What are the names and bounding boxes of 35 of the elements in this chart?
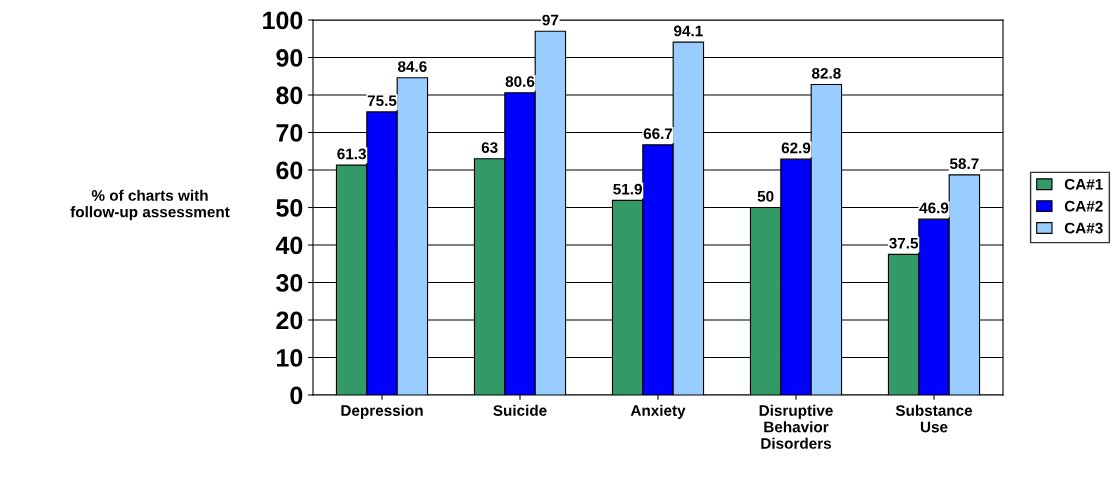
y-tick-label: 90 [276, 49, 303, 67]
y-tick-label: 40 [275, 236, 303, 255]
data-label: 75.5 [367, 95, 397, 107]
legend-label: CA#1 [1064, 178, 1103, 190]
x-tick-label: Substance Use [895, 404, 973, 433]
data-label: 51.9 [613, 183, 642, 195]
y-tick-label: 0 [290, 386, 303, 405]
data-label: 63 [481, 142, 498, 153]
data-label: 61.3 [337, 148, 366, 160]
y-axis-title: % of charts with follow-up assessment [70, 189, 230, 221]
y-tick-label: 20 [276, 311, 303, 330]
data-label: 80.6 [505, 76, 535, 87]
x-tick-label: Anxiety [630, 404, 686, 419]
y-tick-label: 70 [276, 124, 303, 142]
x-tick-label: Suicide [493, 404, 547, 416]
x-tick-label: Depression [341, 404, 423, 419]
y-tick-label: 50 [276, 199, 303, 217]
data-label: 66.7 [643, 128, 673, 140]
data-label: 58.7 [949, 158, 979, 170]
y-tick-label: 60 [276, 161, 303, 180]
data-label: 82.8 [811, 67, 841, 79]
data-label: 97 [542, 14, 559, 26]
data-label: 94.1 [674, 25, 703, 37]
x-tick-label: Disruptive Behavior Disorders [759, 404, 833, 449]
y-tick-label: 80 [276, 86, 303, 105]
data-label: 46.9 [919, 202, 949, 214]
y-tick-label: 10 [277, 349, 303, 367]
legend-label: CA#3 [1064, 222, 1103, 234]
legend-label: CA#2 [1064, 200, 1103, 212]
data-label: 84.6 [397, 61, 427, 72]
data-label: 50 [757, 190, 774, 202]
data-label: 37.5 [889, 237, 919, 249]
y-tick-label: 30 [276, 274, 303, 292]
data-label: 62.9 [781, 142, 811, 154]
y-tick-label: 100 [263, 11, 303, 30]
